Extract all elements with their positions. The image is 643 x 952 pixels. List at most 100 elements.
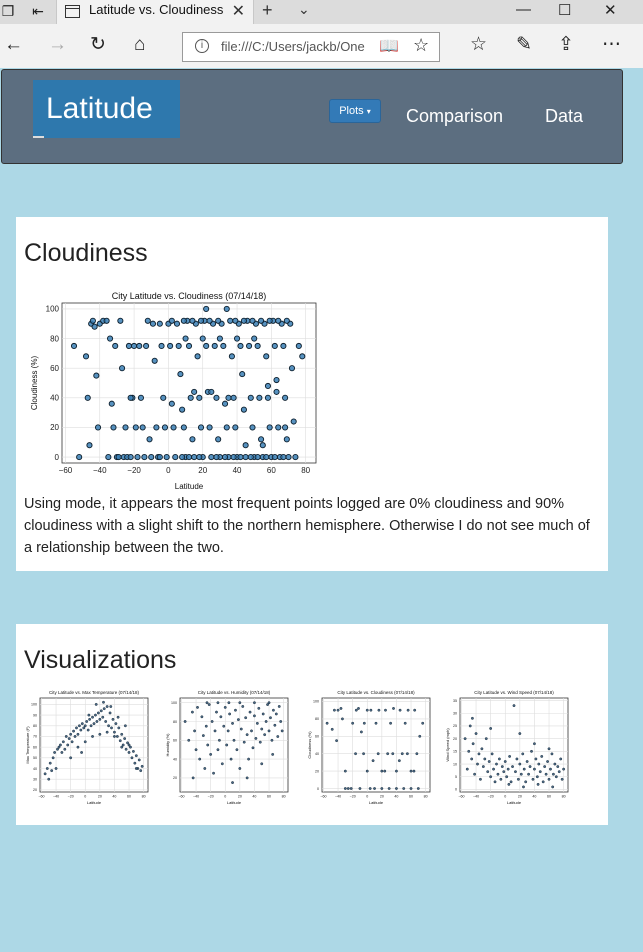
scatter-point bbox=[205, 701, 209, 705]
scatter-point bbox=[242, 442, 249, 449]
thumb-wind-speed[interactable]: −60 −40 −20 0 20 40 60 80 0 5 10 15 20 25 30 35 City Lat… bbox=[444, 688, 572, 811]
scatter-point bbox=[270, 738, 274, 742]
scatter-point bbox=[267, 701, 271, 705]
scatter-point bbox=[73, 735, 77, 738]
cloudiness-scatter-plot: −60 −40 −20 0 20 40 60 80 0 20 40 60 80 100 City Latit… bbox=[30, 291, 317, 491]
y-tick-label: 0 bbox=[455, 788, 457, 792]
nav-link-data[interactable]: Data bbox=[545, 106, 584, 126]
back-icon[interactable]: ← bbox=[4, 34, 23, 55]
scatter-point bbox=[132, 424, 139, 431]
favorite-star-icon[interactable]: ☆ bbox=[413, 35, 430, 55]
address-bar[interactable]: i file:///C:/Users/jackb/One 📖 ☆ bbox=[182, 32, 440, 62]
x-tick-label: 80 bbox=[282, 795, 286, 799]
scatter-point bbox=[354, 752, 357, 756]
scatter-point bbox=[203, 767, 207, 770]
info-icon[interactable]: i bbox=[195, 39, 209, 53]
scatter-point bbox=[91, 735, 94, 738]
refresh-icon[interactable]: ↻ bbox=[90, 34, 106, 55]
scatter-point bbox=[70, 342, 78, 350]
scatter-point bbox=[201, 734, 205, 738]
scatter-point bbox=[230, 394, 237, 401]
scatter-point bbox=[514, 770, 517, 774]
scatter-point bbox=[228, 712, 232, 716]
scatter-point bbox=[210, 720, 214, 723]
chevron-down-icon[interactable]: ⌄ bbox=[298, 1, 310, 17]
scatter-point bbox=[467, 749, 471, 753]
scatter-point bbox=[133, 761, 137, 765]
close-window-icon[interactable]: ✕ bbox=[604, 2, 617, 19]
reading-view-icon[interactable]: 📖 bbox=[379, 38, 399, 55]
scatter-point bbox=[134, 754, 138, 758]
scatter-point bbox=[341, 717, 344, 721]
scatter-point bbox=[183, 720, 187, 723]
scatter-point bbox=[264, 382, 272, 390]
scatter-point bbox=[53, 751, 57, 754]
scatter-point bbox=[242, 740, 246, 744]
tab-actions-icon[interactable]: ❐ bbox=[1, 3, 15, 19]
scatter-point bbox=[168, 400, 175, 407]
scatter-point bbox=[87, 713, 91, 717]
favorites-hub-icon[interactable]: ☆ bbox=[470, 34, 488, 55]
thumb-humidity[interactable]: −60 −40 −20 0 20 40 60 80 20 40 60 80 100 City Latitu… bbox=[164, 688, 292, 811]
scatter-point bbox=[249, 317, 256, 324]
scatter-point bbox=[108, 711, 112, 715]
scatter-point bbox=[197, 424, 205, 431]
y-tick-label: 40 bbox=[315, 752, 319, 756]
scatter-point bbox=[120, 745, 124, 749]
scatter-point bbox=[242, 454, 249, 461]
scatter-point bbox=[232, 424, 239, 431]
home-icon[interactable]: ⌂ bbox=[134, 34, 146, 55]
scatter-point bbox=[187, 394, 194, 401]
scatter-point bbox=[79, 728, 83, 732]
scatter-point bbox=[239, 727, 243, 731]
scatter-point bbox=[263, 454, 270, 461]
chart-title: City Latitude vs. Cloudiness (07/14/18) bbox=[112, 291, 267, 301]
forward-icon[interactable]: → bbox=[48, 34, 67, 55]
scatter-point bbox=[497, 757, 501, 761]
scatter-point bbox=[213, 454, 220, 461]
x-tick-label: −20 bbox=[68, 795, 74, 799]
scatter-point bbox=[193, 729, 197, 733]
x-tick-label: −60 bbox=[320, 795, 326, 799]
scatter-point bbox=[473, 772, 477, 776]
scatter-point bbox=[99, 709, 103, 713]
nav-link-comparison[interactable]: Comparison bbox=[406, 106, 504, 126]
scatter-point bbox=[213, 729, 217, 733]
scatter-point bbox=[547, 777, 551, 781]
close-tab-icon[interactable]: ✕ bbox=[231, 3, 245, 20]
x-tick-label: −20 bbox=[127, 466, 141, 475]
scatter-point bbox=[371, 759, 375, 763]
scatter-point bbox=[550, 752, 554, 756]
set-aside-tabs-icon[interactable]: ⇤ bbox=[32, 3, 44, 19]
x-axis-label: Latitude bbox=[87, 800, 102, 805]
scatter-point bbox=[180, 424, 187, 431]
x-tick-label: 0 bbox=[224, 795, 226, 799]
scatter-point bbox=[215, 710, 218, 714]
x-axis-label: Latitude bbox=[227, 800, 242, 805]
x-tick-label: 40 bbox=[112, 795, 116, 799]
more-icon[interactable]: ⋯ bbox=[602, 34, 621, 55]
y-tick-label: 0 bbox=[317, 787, 319, 791]
thumb-cloudiness[interactable]: −60 −40 −20 0 20 40 60 80 0 20 40 60 80 100 City Latit… bbox=[306, 688, 434, 811]
scatter-point bbox=[237, 342, 244, 350]
pen-icon[interactable]: ✎ bbox=[516, 34, 532, 55]
scatter-point bbox=[172, 454, 179, 461]
scatter-point bbox=[122, 424, 129, 431]
x-tick-label: −60 bbox=[178, 795, 184, 799]
plot-area bbox=[61, 302, 317, 464]
scatter-point bbox=[406, 708, 410, 712]
x-tick-label: −20 bbox=[488, 795, 494, 799]
maximize-icon[interactable]: ☐ bbox=[558, 2, 572, 19]
thumb-max-temperature[interactable]: −60 −40 −20 0 20 40 60 80 20 30 40 50 60 70 80 90 100 Cit… bbox=[24, 688, 152, 811]
scatter-point bbox=[190, 710, 194, 714]
brand-link[interactable]: Latitude bbox=[33, 80, 180, 138]
scatter-point bbox=[76, 454, 83, 461]
scatter-point bbox=[196, 454, 203, 461]
share-icon[interactable]: ⇪ bbox=[558, 34, 574, 55]
scatter-point bbox=[60, 751, 64, 754]
minimize-icon[interactable]: — bbox=[516, 1, 531, 18]
scatter-point bbox=[237, 454, 244, 461]
browser-tab[interactable]: Latitude vs. Cloudiness ✕ bbox=[56, 0, 254, 24]
new-tab-icon[interactable]: + bbox=[262, 0, 273, 20]
plots-dropdown-button[interactable]: Plots ▾ bbox=[329, 99, 381, 123]
